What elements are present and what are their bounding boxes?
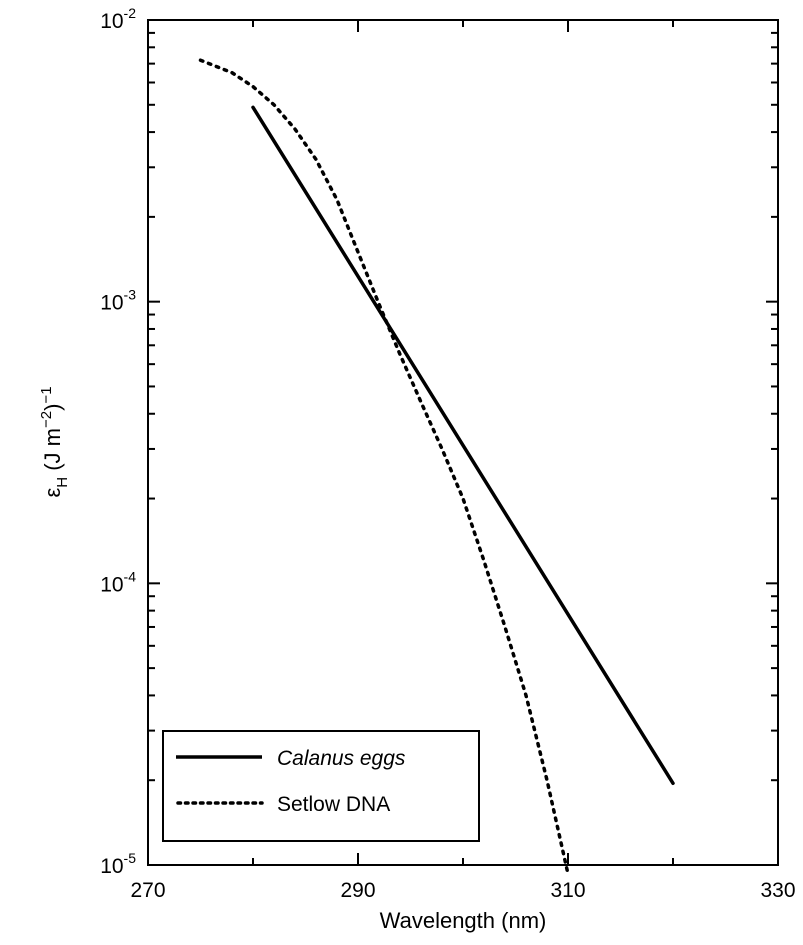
legend: Calanus eggs Setlow DNA xyxy=(162,730,480,842)
y-tick-label: 10-3 xyxy=(100,287,136,315)
legend-box xyxy=(162,730,480,842)
x-tick-label: 290 xyxy=(340,879,375,902)
x-axis-title: Wavelength (nm) xyxy=(380,908,547,933)
y-axis-title: εH (J m−2)−1 xyxy=(38,386,71,497)
legend-label-setlow-dna: Setlow DNA xyxy=(277,793,390,816)
y-tick-label: 10-2 xyxy=(100,5,136,33)
x-tick-label: 270 xyxy=(130,879,165,902)
y-tick-label: 10-5 xyxy=(100,850,136,878)
axis-ticks: 270 290 310 330 10-5 10-4 10-3 10-2 xyxy=(100,5,795,902)
series-line-calanus-eggs xyxy=(251,105,675,786)
series-group xyxy=(198,58,675,876)
x-tick-label: 310 xyxy=(550,879,585,902)
x-tick-label: 330 xyxy=(760,879,795,902)
y-tick-label: 10-4 xyxy=(100,568,136,596)
legend-label-calanus-eggs: Calanus eggs xyxy=(277,747,406,770)
series-line-setlow-dna xyxy=(198,58,570,876)
